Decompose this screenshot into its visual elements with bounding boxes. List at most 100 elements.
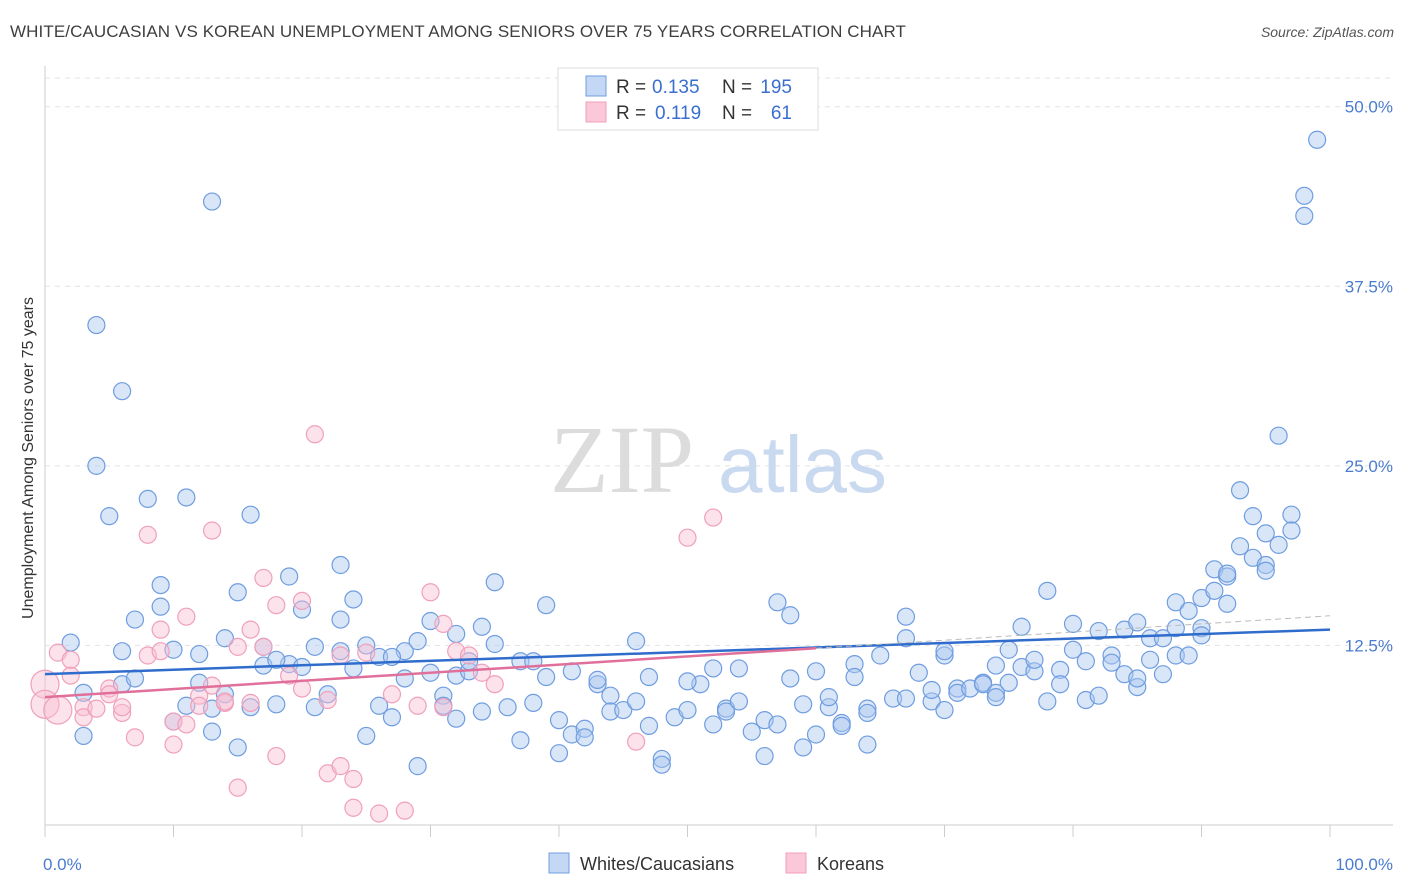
point-white-118 xyxy=(935,646,954,665)
trend-lines xyxy=(44,615,1331,699)
point-white-67 xyxy=(549,744,569,763)
point-korean-35 xyxy=(267,596,286,615)
point-korean-21 xyxy=(177,715,196,734)
point-white-111 xyxy=(883,689,903,708)
point-white-13 xyxy=(177,696,196,715)
point-white-9 xyxy=(138,489,157,509)
point-korean-7 xyxy=(74,708,93,727)
point-white-71 xyxy=(575,728,594,747)
point-white-100 xyxy=(806,725,826,744)
x-tick-label-0: 0.0% xyxy=(43,855,82,874)
legend-n-value-korean: 61 xyxy=(771,103,792,124)
point-white-171 xyxy=(1269,426,1288,445)
point-korean-13 xyxy=(125,728,145,747)
point-white-113 xyxy=(896,689,916,708)
point-white-53 xyxy=(447,709,466,728)
point-white-2 xyxy=(87,315,106,335)
point-white-166 xyxy=(1243,507,1263,526)
bottom-legend-swatch-korean xyxy=(785,852,807,874)
point-white-101 xyxy=(819,698,838,717)
point-white-57 xyxy=(485,573,504,592)
y-tick-label-3: 50.0% xyxy=(1345,98,1393,117)
point-korean-5 xyxy=(61,650,80,669)
point-white-172 xyxy=(1282,505,1301,524)
point-white-59 xyxy=(498,698,517,717)
point-white-61 xyxy=(511,731,530,750)
point-white-107 xyxy=(858,699,877,718)
point-white-33 xyxy=(331,642,350,661)
point-white-86 xyxy=(704,715,723,734)
point-white-19 xyxy=(215,629,234,648)
point-white-125 xyxy=(986,683,1006,702)
point-korean-11 xyxy=(112,703,132,723)
point-white-22 xyxy=(241,698,260,717)
point-korean-51 xyxy=(421,583,440,602)
point-white-185 xyxy=(588,670,607,690)
point-white-76 xyxy=(626,632,646,651)
point-white-160 xyxy=(1205,581,1224,600)
point-white-78 xyxy=(639,667,659,687)
point-white-21 xyxy=(228,738,247,757)
point-white-55 xyxy=(472,617,491,636)
point-white-114 xyxy=(896,607,916,626)
point-white-43 xyxy=(395,669,414,688)
point-white-188 xyxy=(935,642,954,661)
point-white-56 xyxy=(472,702,491,721)
point-white-189 xyxy=(1063,640,1083,659)
point-white-193 xyxy=(1256,561,1275,580)
legend-n-label-korean: N = xyxy=(722,103,752,124)
point-white-32 xyxy=(318,685,337,704)
legend-n-label-white: N = xyxy=(722,77,752,98)
point-korean-31 xyxy=(241,693,260,712)
point-white-91 xyxy=(742,722,761,741)
legend-swatch-korean xyxy=(585,101,607,123)
point-korean-43 xyxy=(331,646,350,665)
point-korean-30 xyxy=(241,620,260,639)
point-korean-29 xyxy=(228,778,247,797)
point-white-150 xyxy=(1140,650,1160,669)
trend-line-white xyxy=(44,628,1331,676)
point-korean-0 xyxy=(30,669,60,699)
point-white-38 xyxy=(357,636,376,655)
point-korean-19 xyxy=(164,735,183,754)
point-white-194 xyxy=(1282,521,1301,540)
point-korean-37 xyxy=(292,679,312,698)
trend-line-korean-extension xyxy=(815,615,1331,649)
point-white-153 xyxy=(1166,619,1185,638)
point-korean-17 xyxy=(151,642,170,661)
point-korean-55 xyxy=(459,646,479,665)
point-korean-48 xyxy=(382,685,402,704)
watermark-zip: ZIP xyxy=(550,406,694,513)
watermark-atlas: atlas xyxy=(718,420,887,509)
point-white-5 xyxy=(112,382,132,401)
y-tick-label-1: 25.0% xyxy=(1345,457,1393,476)
point-white-124 xyxy=(973,675,993,694)
point-korean-45 xyxy=(344,769,363,789)
point-korean-8 xyxy=(87,699,106,718)
point-white-174 xyxy=(1295,206,1314,226)
point-white-102 xyxy=(819,688,838,707)
legend-n-value-white: 195 xyxy=(760,77,792,98)
point-korean-2 xyxy=(43,695,73,725)
point-white-165 xyxy=(1230,481,1250,500)
point-korean-53 xyxy=(434,698,453,717)
point-korean-58 xyxy=(626,732,646,751)
point-white-27 xyxy=(280,567,299,586)
point-korean-46 xyxy=(357,643,376,662)
point-white-180 xyxy=(190,644,209,664)
point-white-156 xyxy=(1179,646,1198,665)
point-white-186 xyxy=(678,672,697,691)
legend-r-value-white: 0.135 xyxy=(652,77,700,98)
point-white-192 xyxy=(1218,594,1237,613)
point-korean-23 xyxy=(190,696,209,715)
point-white-148 xyxy=(1128,669,1147,688)
point-white-143 xyxy=(1102,646,1121,665)
point-white-136 xyxy=(1051,660,1070,679)
point-white-89 xyxy=(729,659,749,678)
point-white-94 xyxy=(768,593,787,612)
point-white-144 xyxy=(1102,653,1121,672)
point-white-98 xyxy=(794,738,813,757)
point-korean-20 xyxy=(177,607,196,626)
y-tick-labels: 12.5% 25.0% 37.5% 50.0% xyxy=(1345,98,1393,656)
